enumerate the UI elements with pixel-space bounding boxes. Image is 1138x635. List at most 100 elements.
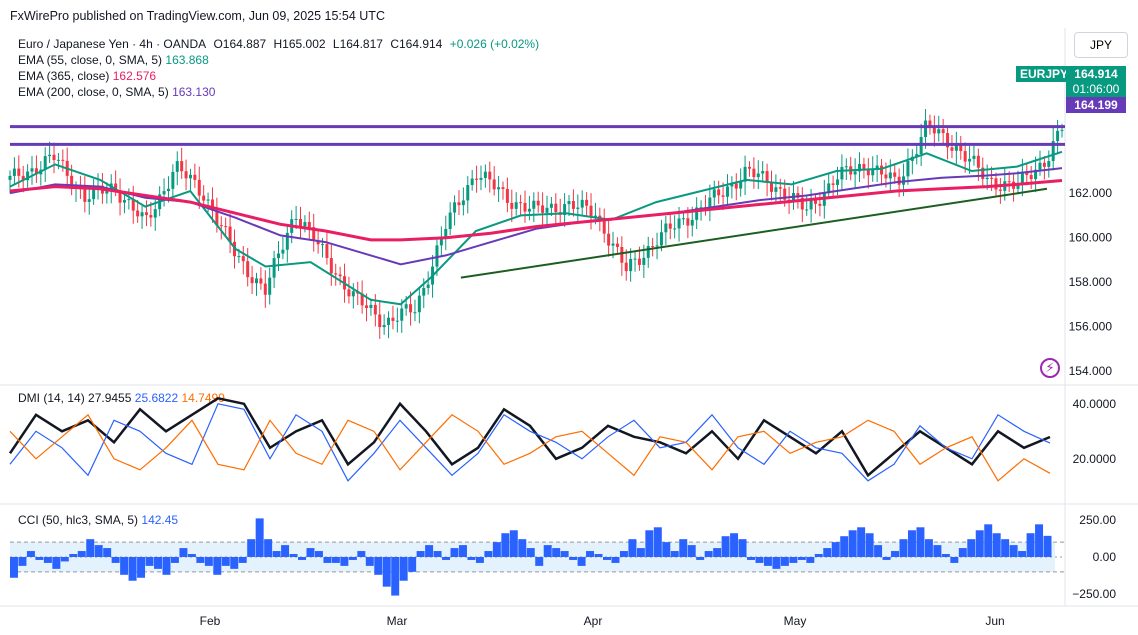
ema55-legend[interactable]: EMA (55, close, 0, SMA, 5) 163.868 — [18, 52, 543, 68]
candle-body — [686, 218, 690, 226]
cci-bar — [518, 539, 527, 557]
ema55-value: 163.868 — [165, 53, 209, 67]
cci-bar — [230, 556, 239, 569]
time-tick-label: Jun — [985, 614, 1004, 628]
candle-body — [422, 287, 426, 296]
candle-body — [153, 209, 157, 218]
ema200-label: EMA (200, close, 0, SMA, 5) — [18, 85, 169, 99]
candle-body — [809, 199, 813, 210]
candle-body — [395, 320, 399, 322]
candle-body — [219, 225, 223, 227]
cci-tick-label: 0.00 — [1093, 550, 1117, 564]
candle-body — [690, 219, 694, 226]
candle-body — [206, 199, 210, 201]
candle-body — [950, 147, 954, 151]
ema55-label: EMA (55, close, 0, SMA, 5) — [18, 53, 163, 67]
candle-body — [188, 174, 192, 179]
cci-bar — [687, 545, 696, 557]
ema365-legend[interactable]: EMA (365, close) 162.576 — [18, 68, 543, 84]
candle-body — [747, 166, 751, 169]
candle-body — [228, 226, 232, 242]
candle-body — [281, 249, 285, 254]
cci-bar — [569, 556, 578, 560]
candle-body — [673, 228, 677, 230]
dmi-adx-value: 27.9455 — [88, 391, 132, 405]
candle-body — [717, 189, 721, 196]
cci-bar — [780, 556, 789, 566]
cci-bar — [577, 556, 586, 566]
ema200-legend[interactable]: EMA (200, close, 0, SMA, 5) 163.130 — [18, 84, 543, 100]
cci-bar — [365, 556, 374, 566]
candle-body — [567, 201, 571, 205]
candle-body — [541, 205, 545, 213]
cci-bar — [137, 556, 146, 578]
cci-bar — [543, 545, 552, 557]
cci-bar — [619, 551, 628, 557]
minus-di-line — [9, 413, 1051, 482]
cci-legend[interactable]: CCI (50, hlc3, SMA, 5) 142.45 — [18, 513, 178, 527]
candle-body — [677, 218, 681, 229]
cci-bar — [848, 530, 857, 557]
candle-body — [505, 188, 509, 203]
candle-body — [624, 262, 628, 272]
cci-bar — [145, 556, 154, 566]
cci-value: 142.45 — [141, 513, 179, 527]
currency-button[interactable]: JPY — [1074, 32, 1128, 58]
candle-body — [1025, 171, 1029, 175]
cci-bar — [924, 539, 933, 557]
cci-bar — [713, 548, 722, 557]
candle-body — [321, 244, 325, 246]
cci-bar — [52, 556, 61, 569]
dmi-plus-value: 25.6822 — [134, 391, 179, 405]
ema365-line — [9, 179, 1063, 242]
candle-body — [312, 227, 316, 241]
candle-body — [589, 205, 593, 218]
cci-bar — [645, 530, 654, 557]
candle-body — [1047, 161, 1051, 167]
dmi-legend[interactable]: DMI (14, 14) 27.9455 25.6822 14.7499 — [18, 391, 225, 405]
cci-bar — [933, 545, 942, 557]
candle-body — [501, 187, 505, 189]
candle-body — [510, 202, 514, 209]
cci-bar — [18, 556, 27, 566]
cci-bar — [1009, 545, 1018, 557]
cci-bar — [69, 554, 78, 557]
candle-body — [924, 120, 928, 137]
cci-bar — [128, 556, 137, 581]
candle-body — [325, 244, 329, 258]
candle-body — [990, 177, 994, 179]
cci-bar — [340, 556, 349, 566]
candle-body — [426, 284, 430, 288]
cci-bar — [789, 556, 798, 563]
candle-body — [651, 246, 655, 248]
candle-body — [968, 158, 972, 162]
candle-body — [180, 161, 184, 172]
candle-body — [730, 183, 734, 187]
candle-body — [457, 202, 461, 206]
candle-body — [303, 222, 307, 227]
lightning-icon[interactable]: ⚡ — [1040, 358, 1060, 378]
cci-bar — [120, 556, 129, 575]
candle-body — [351, 291, 355, 297]
cci-bar — [213, 556, 222, 575]
candle-body — [70, 175, 74, 189]
cci-bar — [221, 556, 230, 566]
candle-body — [470, 178, 474, 186]
candle-body — [884, 174, 888, 179]
candle-body — [488, 171, 492, 180]
cci-bar — [874, 545, 883, 557]
candle-body — [915, 154, 919, 157]
candle-body — [712, 189, 716, 198]
cci-bar — [950, 556, 959, 563]
symbol-title[interactable]: Euro / Japanese Yen · 4h · OANDA — [18, 37, 207, 51]
adx-line — [8, 396, 1051, 478]
cci-bar — [450, 548, 459, 557]
candle-body — [637, 258, 641, 265]
candle-body — [417, 295, 421, 313]
cci-bar — [899, 539, 908, 557]
candle-body — [893, 172, 897, 177]
candle-body — [571, 201, 575, 209]
candle-body — [721, 195, 725, 197]
candle-body — [87, 199, 91, 202]
